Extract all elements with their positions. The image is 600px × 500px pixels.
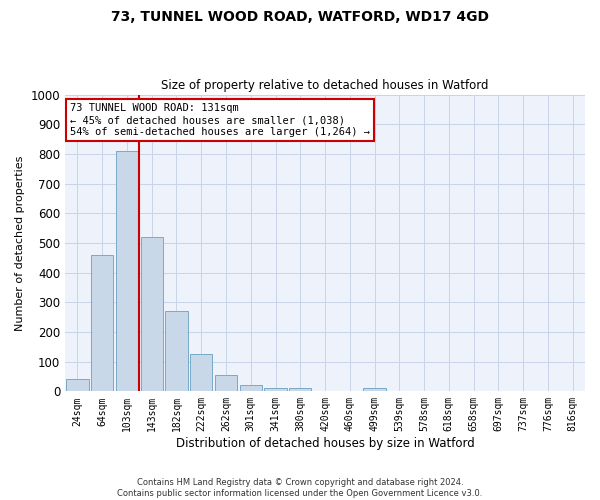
Text: 73, TUNNEL WOOD ROAD, WATFORD, WD17 4GD: 73, TUNNEL WOOD ROAD, WATFORD, WD17 4GD bbox=[111, 10, 489, 24]
Bar bbox=[166, 311, 188, 392]
Bar bbox=[91, 255, 113, 392]
Bar bbox=[239, 386, 262, 392]
Y-axis label: Number of detached properties: Number of detached properties bbox=[15, 156, 25, 330]
Bar bbox=[364, 388, 386, 392]
Bar bbox=[265, 388, 287, 392]
Text: 73 TUNNEL WOOD ROAD: 131sqm
← 45% of detached houses are smaller (1,038)
54% of : 73 TUNNEL WOOD ROAD: 131sqm ← 45% of det… bbox=[70, 104, 370, 136]
Bar bbox=[116, 151, 138, 392]
Bar bbox=[289, 388, 311, 392]
Title: Size of property relative to detached houses in Watford: Size of property relative to detached ho… bbox=[161, 79, 489, 92]
X-axis label: Distribution of detached houses by size in Watford: Distribution of detached houses by size … bbox=[176, 437, 475, 450]
Bar bbox=[66, 380, 89, 392]
Bar bbox=[140, 237, 163, 392]
Bar bbox=[215, 375, 237, 392]
Bar bbox=[190, 354, 212, 392]
Text: Contains HM Land Registry data © Crown copyright and database right 2024.
Contai: Contains HM Land Registry data © Crown c… bbox=[118, 478, 482, 498]
